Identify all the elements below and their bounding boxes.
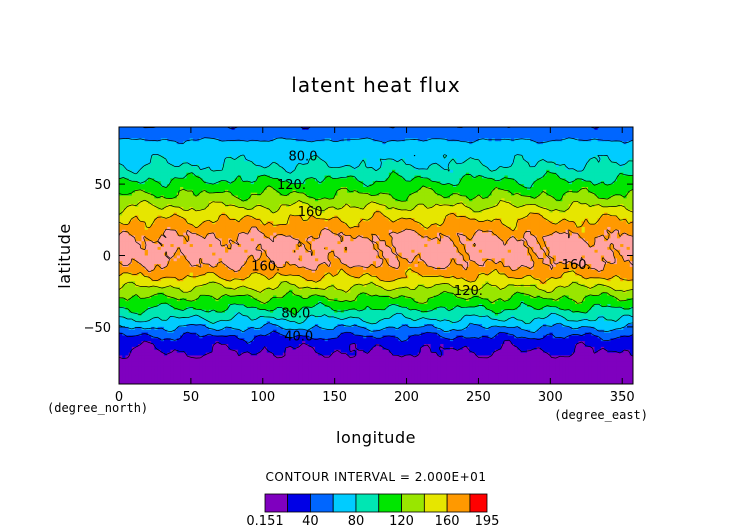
chart-title: latent heat flux (291, 73, 460, 97)
